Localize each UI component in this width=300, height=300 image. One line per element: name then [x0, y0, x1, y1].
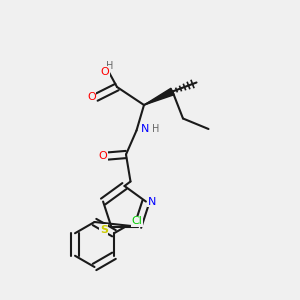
- Text: N: N: [141, 124, 150, 134]
- Text: N: N: [148, 196, 156, 206]
- Text: S: S: [100, 225, 108, 235]
- Text: H: H: [152, 124, 160, 134]
- Text: Cl: Cl: [132, 216, 142, 226]
- Text: O: O: [98, 151, 107, 161]
- Text: O: O: [87, 92, 96, 103]
- Text: H: H: [106, 61, 113, 71]
- Text: O: O: [100, 67, 109, 77]
- Polygon shape: [144, 88, 174, 105]
